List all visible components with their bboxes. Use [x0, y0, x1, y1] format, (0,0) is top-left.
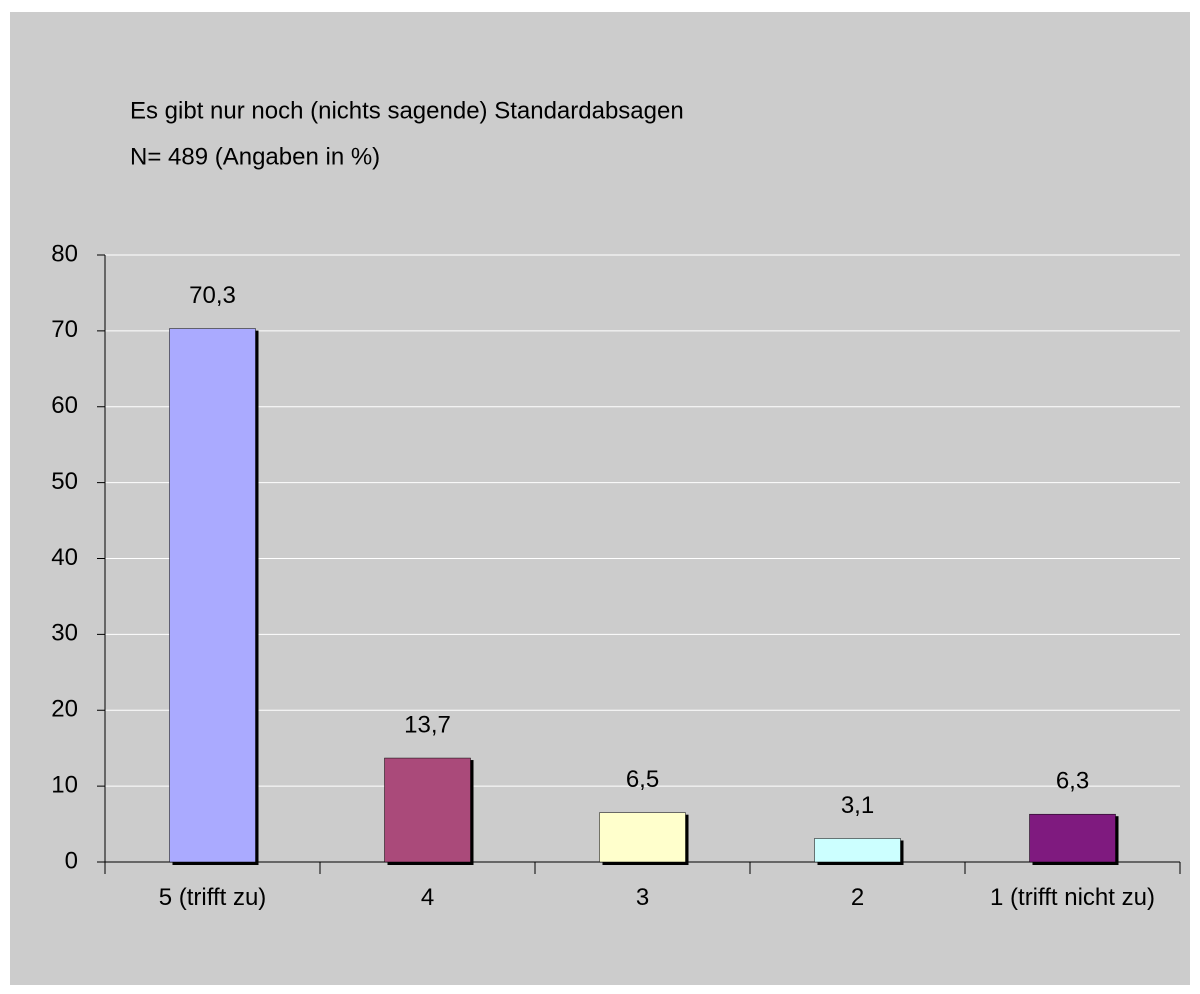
bar: [814, 838, 901, 863]
x-tick-label: 2: [850, 884, 865, 911]
bar: [169, 328, 256, 863]
y-tick-label: 50: [51, 468, 78, 495]
y-tick-label: 70: [51, 316, 78, 343]
data-label: 6,5: [626, 766, 659, 793]
y-tick-label: 0: [65, 847, 78, 874]
y-tick-label: 80: [51, 240, 78, 267]
x-tick-label: 4: [420, 884, 435, 911]
x-tick-label: 5 (trifft zu): [158, 884, 267, 911]
y-tick-label: 40: [51, 544, 78, 571]
bar: [1029, 813, 1116, 863]
y-tick-label: 60: [51, 392, 78, 419]
data-label: 3,1: [841, 792, 874, 819]
data-label: 6,3: [1056, 768, 1089, 795]
y-tick-label: 20: [51, 696, 78, 723]
y-tick-label: 10: [51, 771, 78, 798]
data-label: 70,3: [189, 282, 236, 309]
chart-subtitle: N= 489 (Angaben in %): [130, 143, 380, 170]
y-tick-label: 30: [51, 620, 78, 647]
chart-title: Es gibt nur noch (nichts sagende) Standa…: [130, 97, 684, 124]
x-tick-label: 3: [635, 884, 650, 911]
data-label: 13,7: [404, 711, 451, 738]
x-tick-label: 1 (trifft nicht zu): [990, 884, 1155, 911]
bar: [599, 812, 686, 863]
bar: [384, 757, 471, 863]
